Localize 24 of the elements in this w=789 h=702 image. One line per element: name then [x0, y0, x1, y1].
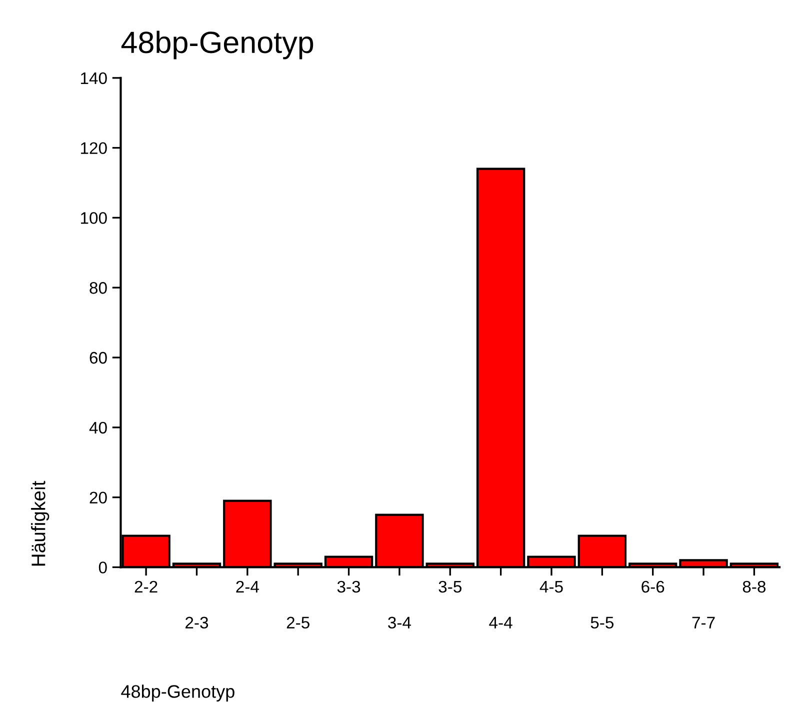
chart-title: 48bp-Genotyp [121, 30, 314, 60]
y-tick-label: 20 [90, 492, 107, 504]
x-tick-label: 5-5 [590, 616, 614, 629]
x-tick-label: 2-4 [236, 580, 259, 592]
y-tick-label: 140 [80, 72, 107, 84]
x-tick-label: 3-3 [337, 580, 360, 593]
x-tick-label: 7-7 [692, 616, 715, 628]
x-tick-label: 6-6 [642, 580, 664, 593]
y-axis-title: Häufigkeit [31, 480, 50, 566]
y-tick-label: 0 [98, 562, 107, 574]
y-tick-label: 40 [89, 422, 107, 434]
x-tick-label: 3-4 [388, 616, 412, 629]
x-tick-label: 3-5 [438, 580, 462, 593]
x-tick-label: 4-5 [540, 581, 563, 593]
y-tick-label: 80 [90, 282, 107, 294]
y-tick-label: 60 [90, 352, 107, 364]
x-tick-label: 4-4 [489, 616, 512, 628]
y-tick-label: 120 [80, 142, 107, 154]
x-tick-label: 2-5 [286, 616, 310, 629]
x-tick-label: 2-3 [186, 616, 208, 629]
x-axis-title: 48bp-Genotyp [121, 684, 234, 702]
y-tick-label: 100 [80, 212, 107, 224]
x-tick-label: 8-8 [742, 580, 766, 593]
x-tick-label: 2-2 [134, 580, 158, 592]
